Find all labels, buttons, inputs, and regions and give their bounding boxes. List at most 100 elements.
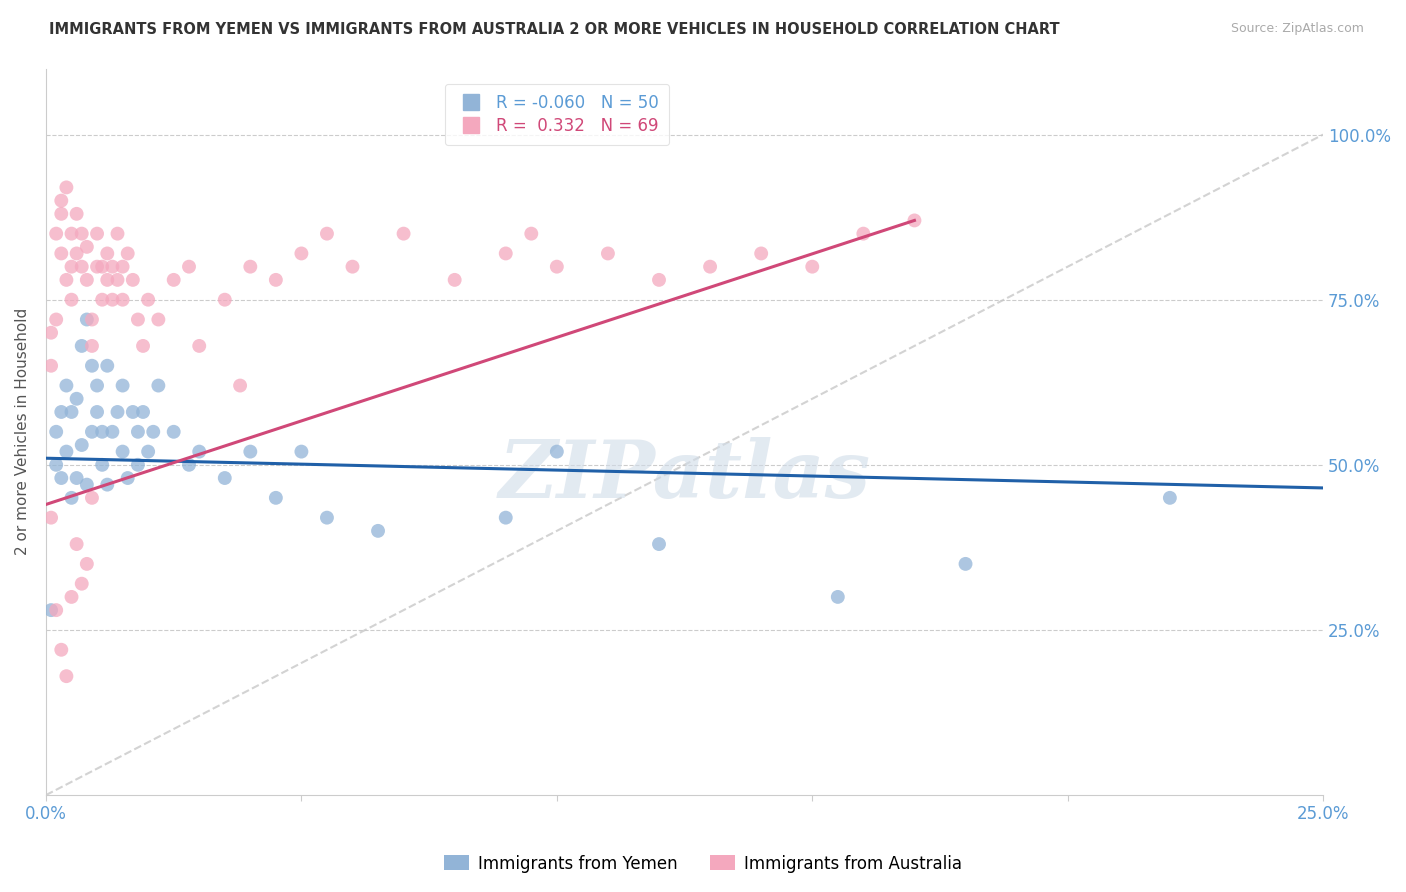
Point: [827, 590, 849, 604]
Point: [51, 642, 73, 657]
Point: [903, 213, 925, 227]
Point: [65, 537, 87, 551]
Point: [111, 293, 134, 307]
Point: [91, 293, 114, 307]
Point: [520, 227, 543, 241]
Point: [111, 378, 134, 392]
Point: [65, 207, 87, 221]
Point: [136, 293, 159, 307]
Point: [55, 378, 77, 392]
Point: [76, 312, 98, 326]
Point: [80, 491, 103, 505]
Point: [96, 273, 118, 287]
Point: [121, 405, 143, 419]
Point: [801, 260, 824, 274]
Point: [132, 405, 155, 419]
Point: [852, 227, 875, 241]
Point: [91, 425, 114, 439]
Point: [142, 425, 165, 439]
Point: [60, 590, 83, 604]
Point: [39, 326, 62, 340]
Point: [316, 510, 339, 524]
Point: [76, 273, 98, 287]
Point: [177, 458, 200, 472]
Point: [39, 359, 62, 373]
Point: [101, 260, 124, 274]
Point: [55, 180, 77, 194]
Point: [188, 444, 211, 458]
Point: [136, 444, 159, 458]
Point: [45, 227, 67, 241]
Point: [76, 240, 98, 254]
Point: [188, 339, 211, 353]
Point: [55, 273, 77, 287]
Point: [101, 425, 124, 439]
Point: [65, 246, 87, 260]
Point: [70, 438, 93, 452]
Point: [264, 491, 287, 505]
Point: [955, 557, 977, 571]
Point: [80, 425, 103, 439]
Point: [70, 227, 93, 241]
Point: [107, 227, 129, 241]
Point: [1159, 491, 1181, 505]
Point: [51, 246, 73, 260]
Point: [65, 392, 87, 406]
Point: [367, 524, 389, 538]
Point: [96, 246, 118, 260]
Point: [495, 246, 517, 260]
Point: [96, 359, 118, 373]
Point: [80, 339, 103, 353]
Point: [86, 405, 108, 419]
Point: [117, 471, 139, 485]
Point: [51, 194, 73, 208]
Point: [51, 207, 73, 221]
Point: [648, 537, 671, 551]
Point: [264, 273, 287, 287]
Point: [214, 471, 236, 485]
Point: [96, 477, 118, 491]
Point: [117, 246, 139, 260]
Point: [290, 444, 312, 458]
Point: [80, 359, 103, 373]
Text: Source: ZipAtlas.com: Source: ZipAtlas.com: [1230, 22, 1364, 36]
Point: [60, 491, 83, 505]
Point: [76, 557, 98, 571]
Point: [443, 273, 465, 287]
Point: [229, 378, 252, 392]
Point: [127, 425, 149, 439]
Point: [86, 378, 108, 392]
Point: [214, 293, 236, 307]
Point: [127, 312, 149, 326]
Point: [45, 425, 67, 439]
Point: [132, 339, 155, 353]
Point: [55, 444, 77, 458]
Point: [163, 425, 186, 439]
Point: [45, 312, 67, 326]
Point: [111, 444, 134, 458]
Y-axis label: 2 or more Vehicles in Household: 2 or more Vehicles in Household: [15, 308, 30, 556]
Point: [107, 405, 129, 419]
Point: [60, 227, 83, 241]
Point: [749, 246, 772, 260]
Point: [70, 339, 93, 353]
Point: [316, 227, 339, 241]
Point: [91, 458, 114, 472]
Point: [51, 405, 73, 419]
Point: [596, 246, 619, 260]
Legend: R = -0.060   N = 50, R =  0.332   N = 69: R = -0.060 N = 50, R = 0.332 N = 69: [444, 84, 669, 145]
Text: ZIPatlas: ZIPatlas: [499, 437, 870, 514]
Point: [55, 669, 77, 683]
Point: [148, 312, 170, 326]
Point: [39, 510, 62, 524]
Text: IMMIGRANTS FROM YEMEN VS IMMIGRANTS FROM AUSTRALIA 2 OR MORE VEHICLES IN HOUSEHO: IMMIGRANTS FROM YEMEN VS IMMIGRANTS FROM…: [49, 22, 1060, 37]
Point: [70, 576, 93, 591]
Point: [107, 273, 129, 287]
Point: [60, 260, 83, 274]
Point: [76, 477, 98, 491]
Point: [177, 260, 200, 274]
Point: [239, 444, 262, 458]
Point: [546, 444, 568, 458]
Point: [45, 603, 67, 617]
Point: [546, 260, 568, 274]
